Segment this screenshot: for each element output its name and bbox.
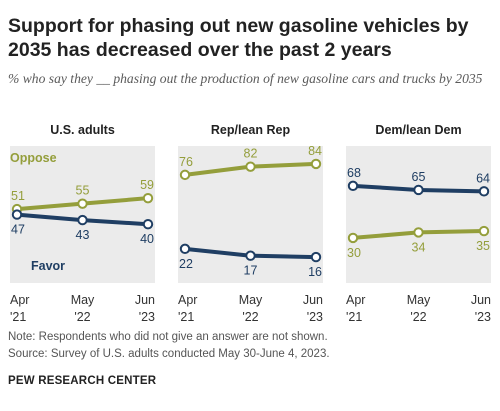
panel-1-favor-data-label: 40 <box>140 232 154 246</box>
panel-2-x-tick-label: '22 <box>242 310 258 324</box>
panel-2-oppose-point <box>245 161 256 172</box>
panel-1-oppose-data-label: 59 <box>140 178 154 192</box>
brand-logo-text: PEW RESEARCH CENTER <box>8 375 157 387</box>
panel-2-x-tick-label: May <box>239 293 263 307</box>
panel-3-favor-data-label: 64 <box>476 171 490 185</box>
panel-3-x-tick-label: '23 <box>475 310 491 324</box>
panel-2-favor-data-label: 16 <box>308 265 322 279</box>
panel-3-oppose-data-label: 34 <box>412 240 426 254</box>
panel-1-x-tick-label: '22 <box>74 310 90 324</box>
panel-3-oppose-point <box>413 227 424 238</box>
panel-2-x-tick-label: Jun <box>303 293 323 307</box>
panel-3-oppose-point <box>478 225 490 237</box>
chart-source: Source: Survey of U.S. adults conducted … <box>8 348 330 360</box>
panel-2-oppose-data-label: 84 <box>308 144 322 158</box>
panel-1-oppose-series-label: Oppose <box>10 151 57 165</box>
panel-3-background <box>346 146 491 283</box>
chart-title: Support for phasing out new gasoline veh… <box>8 15 469 61</box>
panel-2-favor-point <box>245 250 256 261</box>
panel-2-x-tick-label: '21 <box>178 310 194 324</box>
panel-1-oppose-point <box>142 192 154 204</box>
panel-2-favor-point <box>310 251 322 263</box>
panel-2-favor-point <box>179 243 191 255</box>
panel-3-x-tick-label: Jun <box>471 293 491 307</box>
panel-3-oppose-point <box>347 232 359 244</box>
panel-2-oppose-point <box>310 158 322 170</box>
panel-1-favor-point <box>77 214 88 226</box>
panel-2-oppose-point <box>179 169 191 181</box>
panel-3-favor-data-label: 68 <box>347 166 361 180</box>
panel-1-title: U.S. adults <box>50 123 115 137</box>
panel-1-favor-point <box>11 209 23 220</box>
panel-3-favor-point <box>413 184 424 196</box>
panel-3-x-tick-label: May <box>407 293 431 307</box>
panel-3-favor-point <box>347 180 359 192</box>
panel-3-x-tick-label: '21 <box>346 310 362 324</box>
panel-3-title: Dem/lean Dem <box>375 123 461 137</box>
panel-2-x-tick-label: '23 <box>307 310 323 324</box>
panel-1-oppose-data-label: 55 <box>76 184 90 198</box>
small-multiples-chart: U.S. adults Apr '21 May '22 Jun '23 51 55 59 Oppos… <box>10 123 491 324</box>
chart-note: Note: Respondents who did not give an an… <box>8 331 328 343</box>
panel-2-oppose-data-label: 76 <box>179 155 193 169</box>
panel-1-favor-data-label: 47 <box>11 223 25 237</box>
panel-3-favor-point <box>478 186 490 197</box>
panel-3-oppose-data-label: 35 <box>476 239 490 253</box>
panel-3-x-tick-label: '22 <box>410 310 426 324</box>
panel-1-x-tick-label: '21 <box>10 310 26 324</box>
panel-1-oppose-data-label: 51 <box>11 189 25 203</box>
panel-3-favor-data-label: 65 <box>412 170 426 184</box>
panel-3-x-tick-label: Apr <box>346 293 365 307</box>
panel-1-favor-data-label: 43 <box>76 228 90 242</box>
panel-1-favor-point <box>142 219 154 230</box>
panel-2-oppose-data-label: 82 <box>244 147 258 161</box>
panel-1-x-tick-label: '23 <box>139 310 155 324</box>
panel-1-oppose-point <box>77 198 88 209</box>
panel-1-x-tick-label: Jun <box>135 293 155 307</box>
panel-2-favor-data-label: 17 <box>244 264 258 278</box>
panel-2-favor-data-label: 22 <box>179 257 193 271</box>
panel-1-x-tick-label: Apr <box>10 293 29 307</box>
panel-3-oppose-data-label: 30 <box>347 246 361 260</box>
panel-2-title: Rep/lean Rep <box>211 123 291 137</box>
panel-2-x-tick-label: Apr <box>178 293 197 307</box>
panel-1-favor-series-label: Favor <box>31 259 65 273</box>
panel-1-x-tick-label: May <box>71 293 95 307</box>
chart-subtitle: % who say they __ phasing out the produc… <box>8 71 483 86</box>
